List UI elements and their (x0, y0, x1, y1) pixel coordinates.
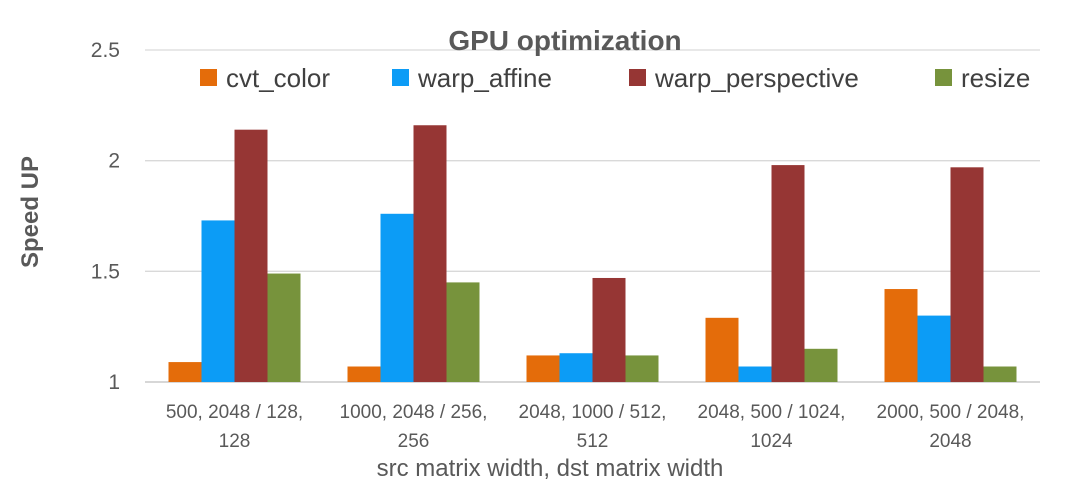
bar-warp-affine (738, 366, 772, 382)
x-category-label: 1000, 2048 / 256, (340, 402, 488, 423)
x-category-label: 256 (398, 431, 430, 452)
bar-warp-affine (380, 213, 414, 382)
bar-cvt-color (168, 362, 202, 382)
y-axis-title: Speed UP (17, 156, 44, 268)
bar-cvt-color (705, 317, 739, 382)
bar-warp-affine (559, 353, 593, 382)
x-axis-title: src matrix width, dst matrix width (377, 455, 724, 482)
x-category-label: 2000, 500 / 2048, (877, 402, 1025, 423)
bar-cvt-color (347, 366, 381, 382)
legend-label: cvt_color (226, 63, 330, 93)
legend-swatch (200, 69, 217, 86)
y-tick-label: 1.5 (91, 260, 120, 283)
legend-label: warp_affine (417, 63, 552, 93)
bar-warp-perspective (413, 125, 447, 383)
y-tick-label: 2 (108, 150, 120, 173)
bar-warp-perspective (771, 165, 805, 382)
y-tick-label: 2.5 (91, 39, 120, 62)
x-category-label: 1024 (750, 431, 793, 452)
chart-title: GPU optimization (448, 25, 681, 56)
bar-resize (804, 348, 838, 382)
bar-resize (625, 355, 659, 382)
bar-resize (983, 366, 1017, 382)
bar-resize (446, 282, 480, 382)
x-category-label: 2048 (929, 431, 971, 452)
legend: cvt_color warp_affine warp_perspective resi… (200, 63, 1030, 93)
bar-warp-affine (201, 220, 235, 382)
x-axis-categories: 500, 2048 / 128, 128 1000, 2048 / 256, 256 2… (166, 402, 1025, 452)
legend-label: resize (961, 63, 1030, 93)
x-category-label: 2048, 500 / 1024, (698, 402, 846, 423)
bar-warp-perspective (592, 277, 626, 382)
x-category-label: 512 (577, 431, 609, 452)
y-tick-label: 1 (108, 371, 120, 394)
legend-swatch (392, 69, 409, 86)
bar-warp-affine (917, 315, 951, 382)
bar-cvt-color (884, 289, 918, 382)
x-category-label: 128 (219, 431, 251, 452)
legend-swatch (935, 69, 952, 86)
bar-warp-perspective (234, 129, 268, 382)
y-axis-ticks: 1 1.5 2 2.5 (91, 39, 120, 394)
legend-label: warp_perspective (654, 63, 859, 93)
bars (168, 125, 1017, 383)
bar-cvt-color (526, 355, 560, 382)
legend-swatch (629, 69, 646, 86)
x-category-label: 500, 2048 / 128, (166, 402, 303, 423)
x-category-label: 2048, 1000 / 512, (519, 402, 667, 423)
bar-warp-perspective (950, 167, 984, 382)
bar-resize (267, 273, 301, 382)
